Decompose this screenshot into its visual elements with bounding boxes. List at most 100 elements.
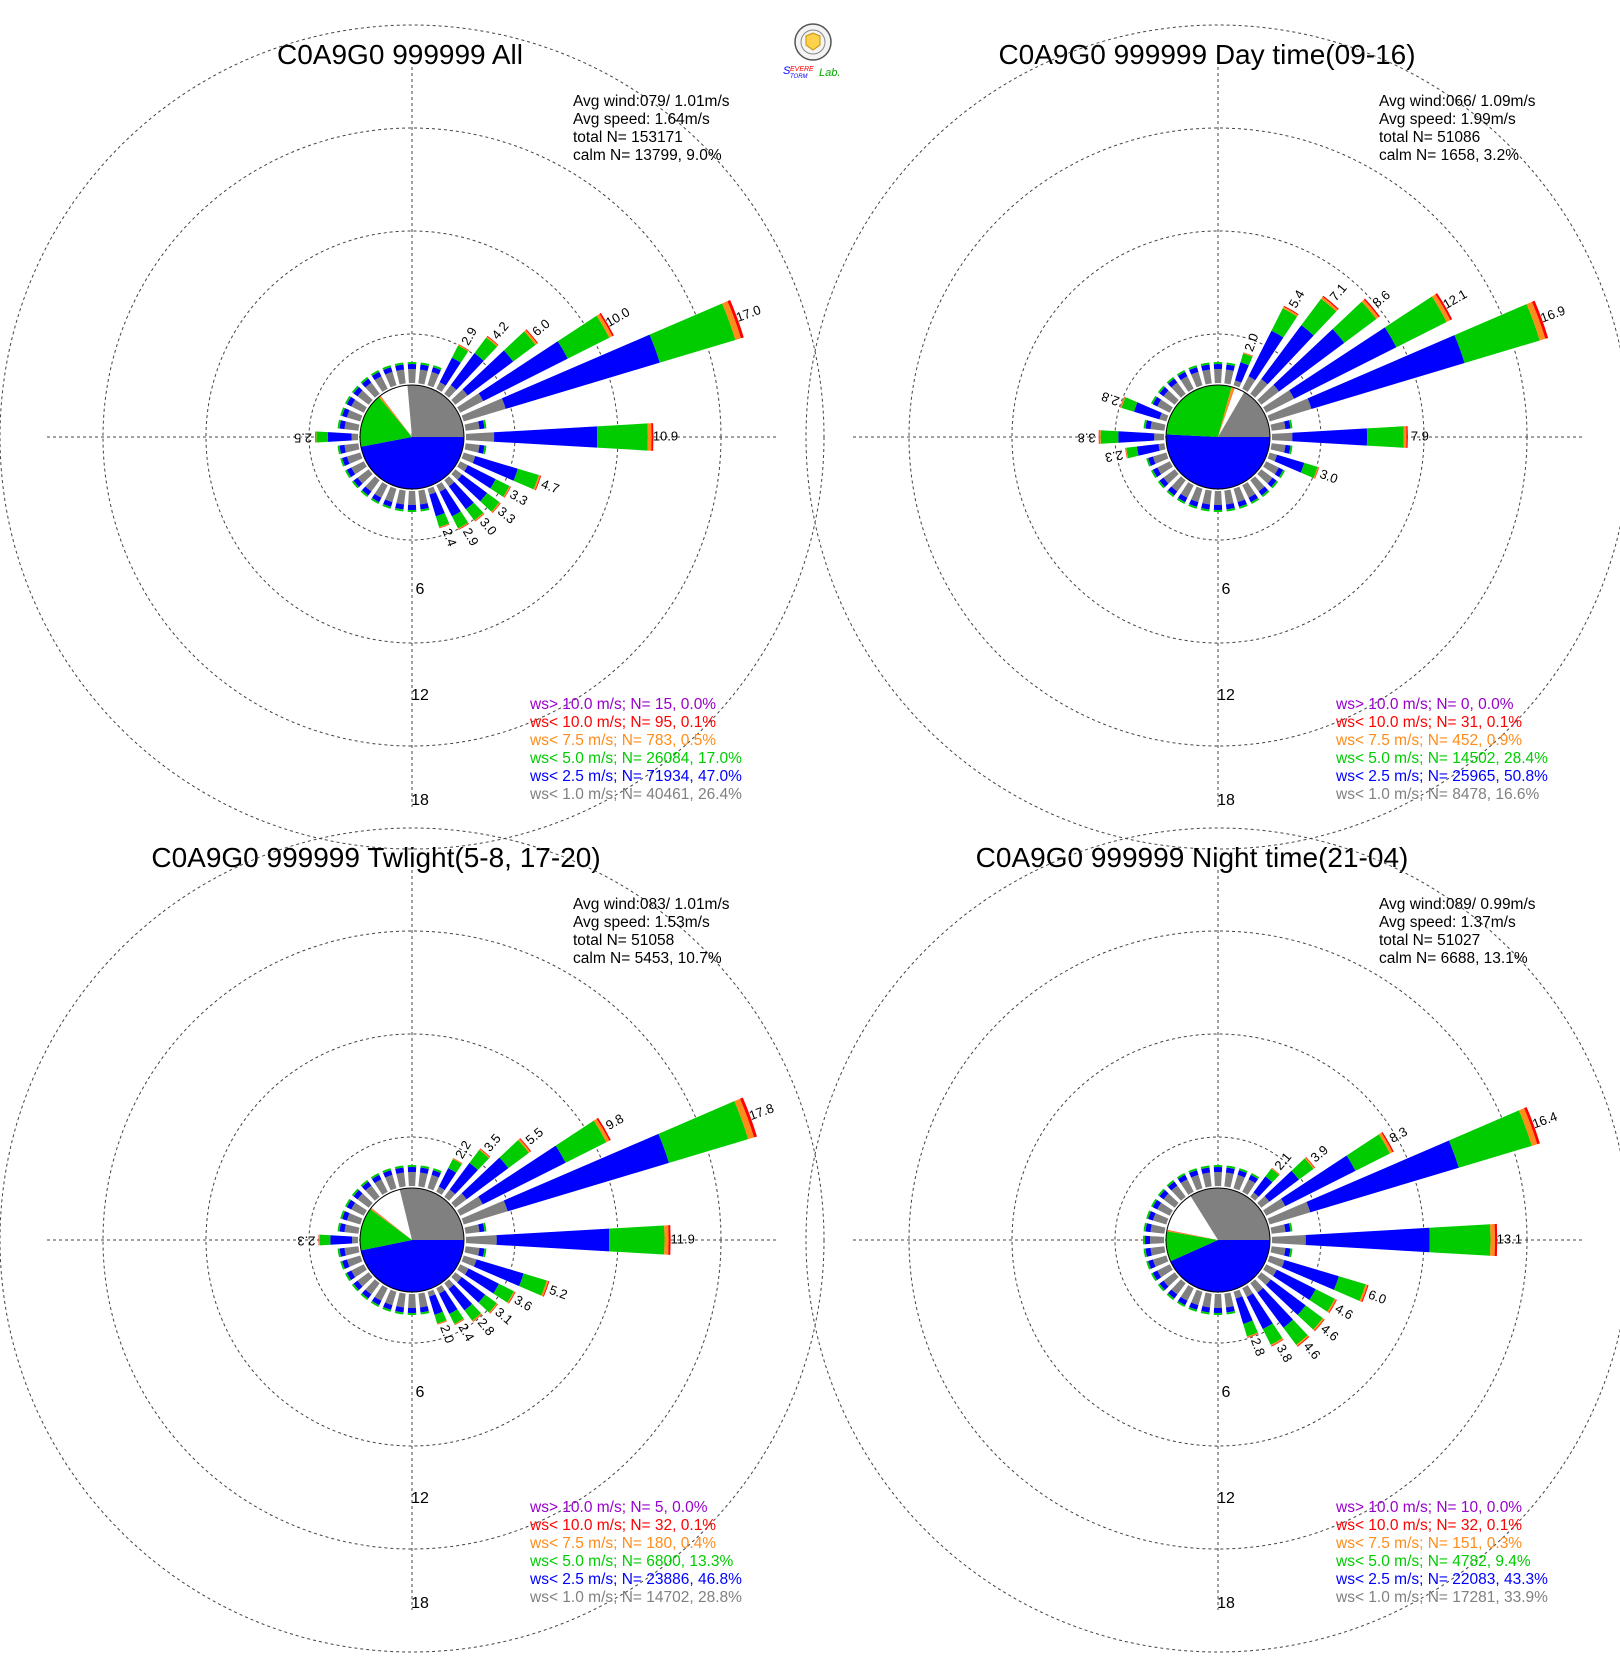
petal-stub	[361, 378, 372, 388]
petal-stub	[1152, 1213, 1169, 1225]
petal-stub	[337, 1248, 341, 1258]
petal-stub	[1171, 1279, 1186, 1295]
stat-line: Avg wind:089/ 0.99m/s	[1379, 896, 1536, 913]
petal-segment	[444, 385, 457, 398]
petal-segment	[1306, 1140, 1459, 1213]
petal-stub	[1150, 469, 1157, 479]
petal-segment	[461, 452, 476, 464]
petal-stub	[1163, 469, 1179, 484]
petal-segment	[1282, 306, 1299, 317]
petal-segment	[351, 433, 359, 441]
petal-label: 2.0	[437, 1323, 457, 1345]
petal-stub	[1159, 1280, 1169, 1291]
petal-stub	[1214, 1172, 1222, 1187]
petal-stub	[1270, 421, 1286, 431]
petal-stub	[1237, 1170, 1247, 1178]
petal-stub	[1201, 1306, 1211, 1313]
petal-label: 16.4	[1530, 1109, 1559, 1132]
petal-segment	[1246, 1293, 1273, 1330]
legend-entry: ws> 10.0 m/s; N= 10, 0.0%	[1335, 1499, 1522, 1516]
petal-stub	[1188, 365, 1198, 370]
petal-stub	[1189, 1170, 1199, 1178]
petal-label: 8.3	[1387, 1124, 1410, 1146]
petal-label: 4.7	[539, 476, 561, 496]
petal-segment	[1136, 443, 1160, 456]
petal-segment	[457, 1196, 483, 1216]
petal-stub	[1166, 1179, 1175, 1187]
petal-stub	[1152, 452, 1169, 464]
petal-stub	[1188, 1168, 1198, 1173]
petal-stub	[1214, 1293, 1222, 1308]
petal-stub	[1267, 477, 1277, 488]
petal-stub	[1145, 1223, 1152, 1233]
petal-stub	[1146, 1260, 1151, 1270]
petal-segment	[1281, 1259, 1339, 1290]
legend-entry: ws< 7.5 m/s; N= 452, 0.9%	[1335, 732, 1522, 749]
stat-line: Avg speed: 1.64m/s	[573, 111, 710, 128]
petal-segment	[1158, 443, 1166, 451]
petal-label: 16.9	[1538, 303, 1567, 326]
petal-segment	[507, 1291, 516, 1304]
petal-label: 2.8	[475, 1315, 498, 1338]
petal-stub	[1284, 444, 1291, 454]
petal-stub	[1152, 1199, 1162, 1210]
petal-segment	[649, 303, 736, 363]
petal-stub	[418, 1172, 428, 1188]
petal-stub	[1237, 499, 1247, 507]
petal-segment	[1250, 379, 1268, 398]
petal-segment	[664, 1225, 669, 1255]
petal-segment	[1257, 1287, 1294, 1328]
petal-segment	[1120, 396, 1126, 409]
petal-stub	[1150, 421, 1166, 431]
petal-stub	[394, 362, 404, 366]
petal-segment	[1403, 426, 1407, 448]
petal-stub	[1176, 1172, 1186, 1179]
pie-slice	[1218, 386, 1235, 437]
petal-stub	[1191, 486, 1203, 503]
petal-segment	[1154, 433, 1165, 441]
petal-segment	[1291, 1158, 1314, 1180]
petal-stub	[371, 1174, 382, 1184]
petal-stub	[1171, 382, 1186, 398]
petal-segment	[1267, 398, 1312, 422]
legend-entry: ws< 5.0 m/s; N= 14502, 28.4%	[1335, 750, 1548, 767]
petal-label: 3.3	[507, 486, 530, 508]
petal-stub	[478, 1223, 485, 1233]
petal-segment	[318, 1234, 320, 1246]
petal-segment	[1307, 335, 1465, 409]
pie-slice	[1166, 1231, 1218, 1262]
pie-outline	[359, 384, 465, 490]
stat-line: total N= 153171	[573, 129, 683, 146]
petal-stub	[1163, 390, 1179, 405]
petal-segment	[1297, 1305, 1323, 1330]
petal-segment	[457, 393, 484, 413]
petal-label: 3.1	[492, 1304, 515, 1327]
petal-label: 3.3	[495, 504, 518, 527]
petal-segment	[1242, 1285, 1254, 1298]
petal-label: 2.8	[1248, 1336, 1268, 1358]
radial-tick-label: 18	[411, 792, 429, 809]
petal-segment	[458, 522, 469, 530]
petal-segment	[1257, 1196, 1270, 1208]
petal-segment	[454, 1319, 465, 1326]
petal-segment	[722, 301, 741, 340]
petal-stub	[344, 443, 360, 453]
petal-stub	[1157, 1283, 1165, 1292]
petal-stub	[1180, 1285, 1194, 1301]
petal-stub	[1177, 1296, 1188, 1306]
petal-stub	[357, 1193, 373, 1208]
petal-segment	[444, 476, 455, 487]
petal-segment	[1271, 1339, 1284, 1347]
petal-stub	[344, 395, 351, 405]
pie-slice	[360, 1209, 412, 1251]
petal-stub	[346, 1255, 363, 1267]
petal-stub	[1166, 490, 1175, 498]
petal-stub	[385, 1174, 397, 1191]
petal-stub	[383, 499, 393, 507]
petal-segment	[327, 432, 352, 442]
petal-segment	[658, 1101, 749, 1163]
petal-stub	[344, 1224, 360, 1234]
petal-label: 2.1	[1271, 1149, 1294, 1172]
petal-segment	[555, 1120, 607, 1163]
petal-segment	[436, 382, 446, 392]
